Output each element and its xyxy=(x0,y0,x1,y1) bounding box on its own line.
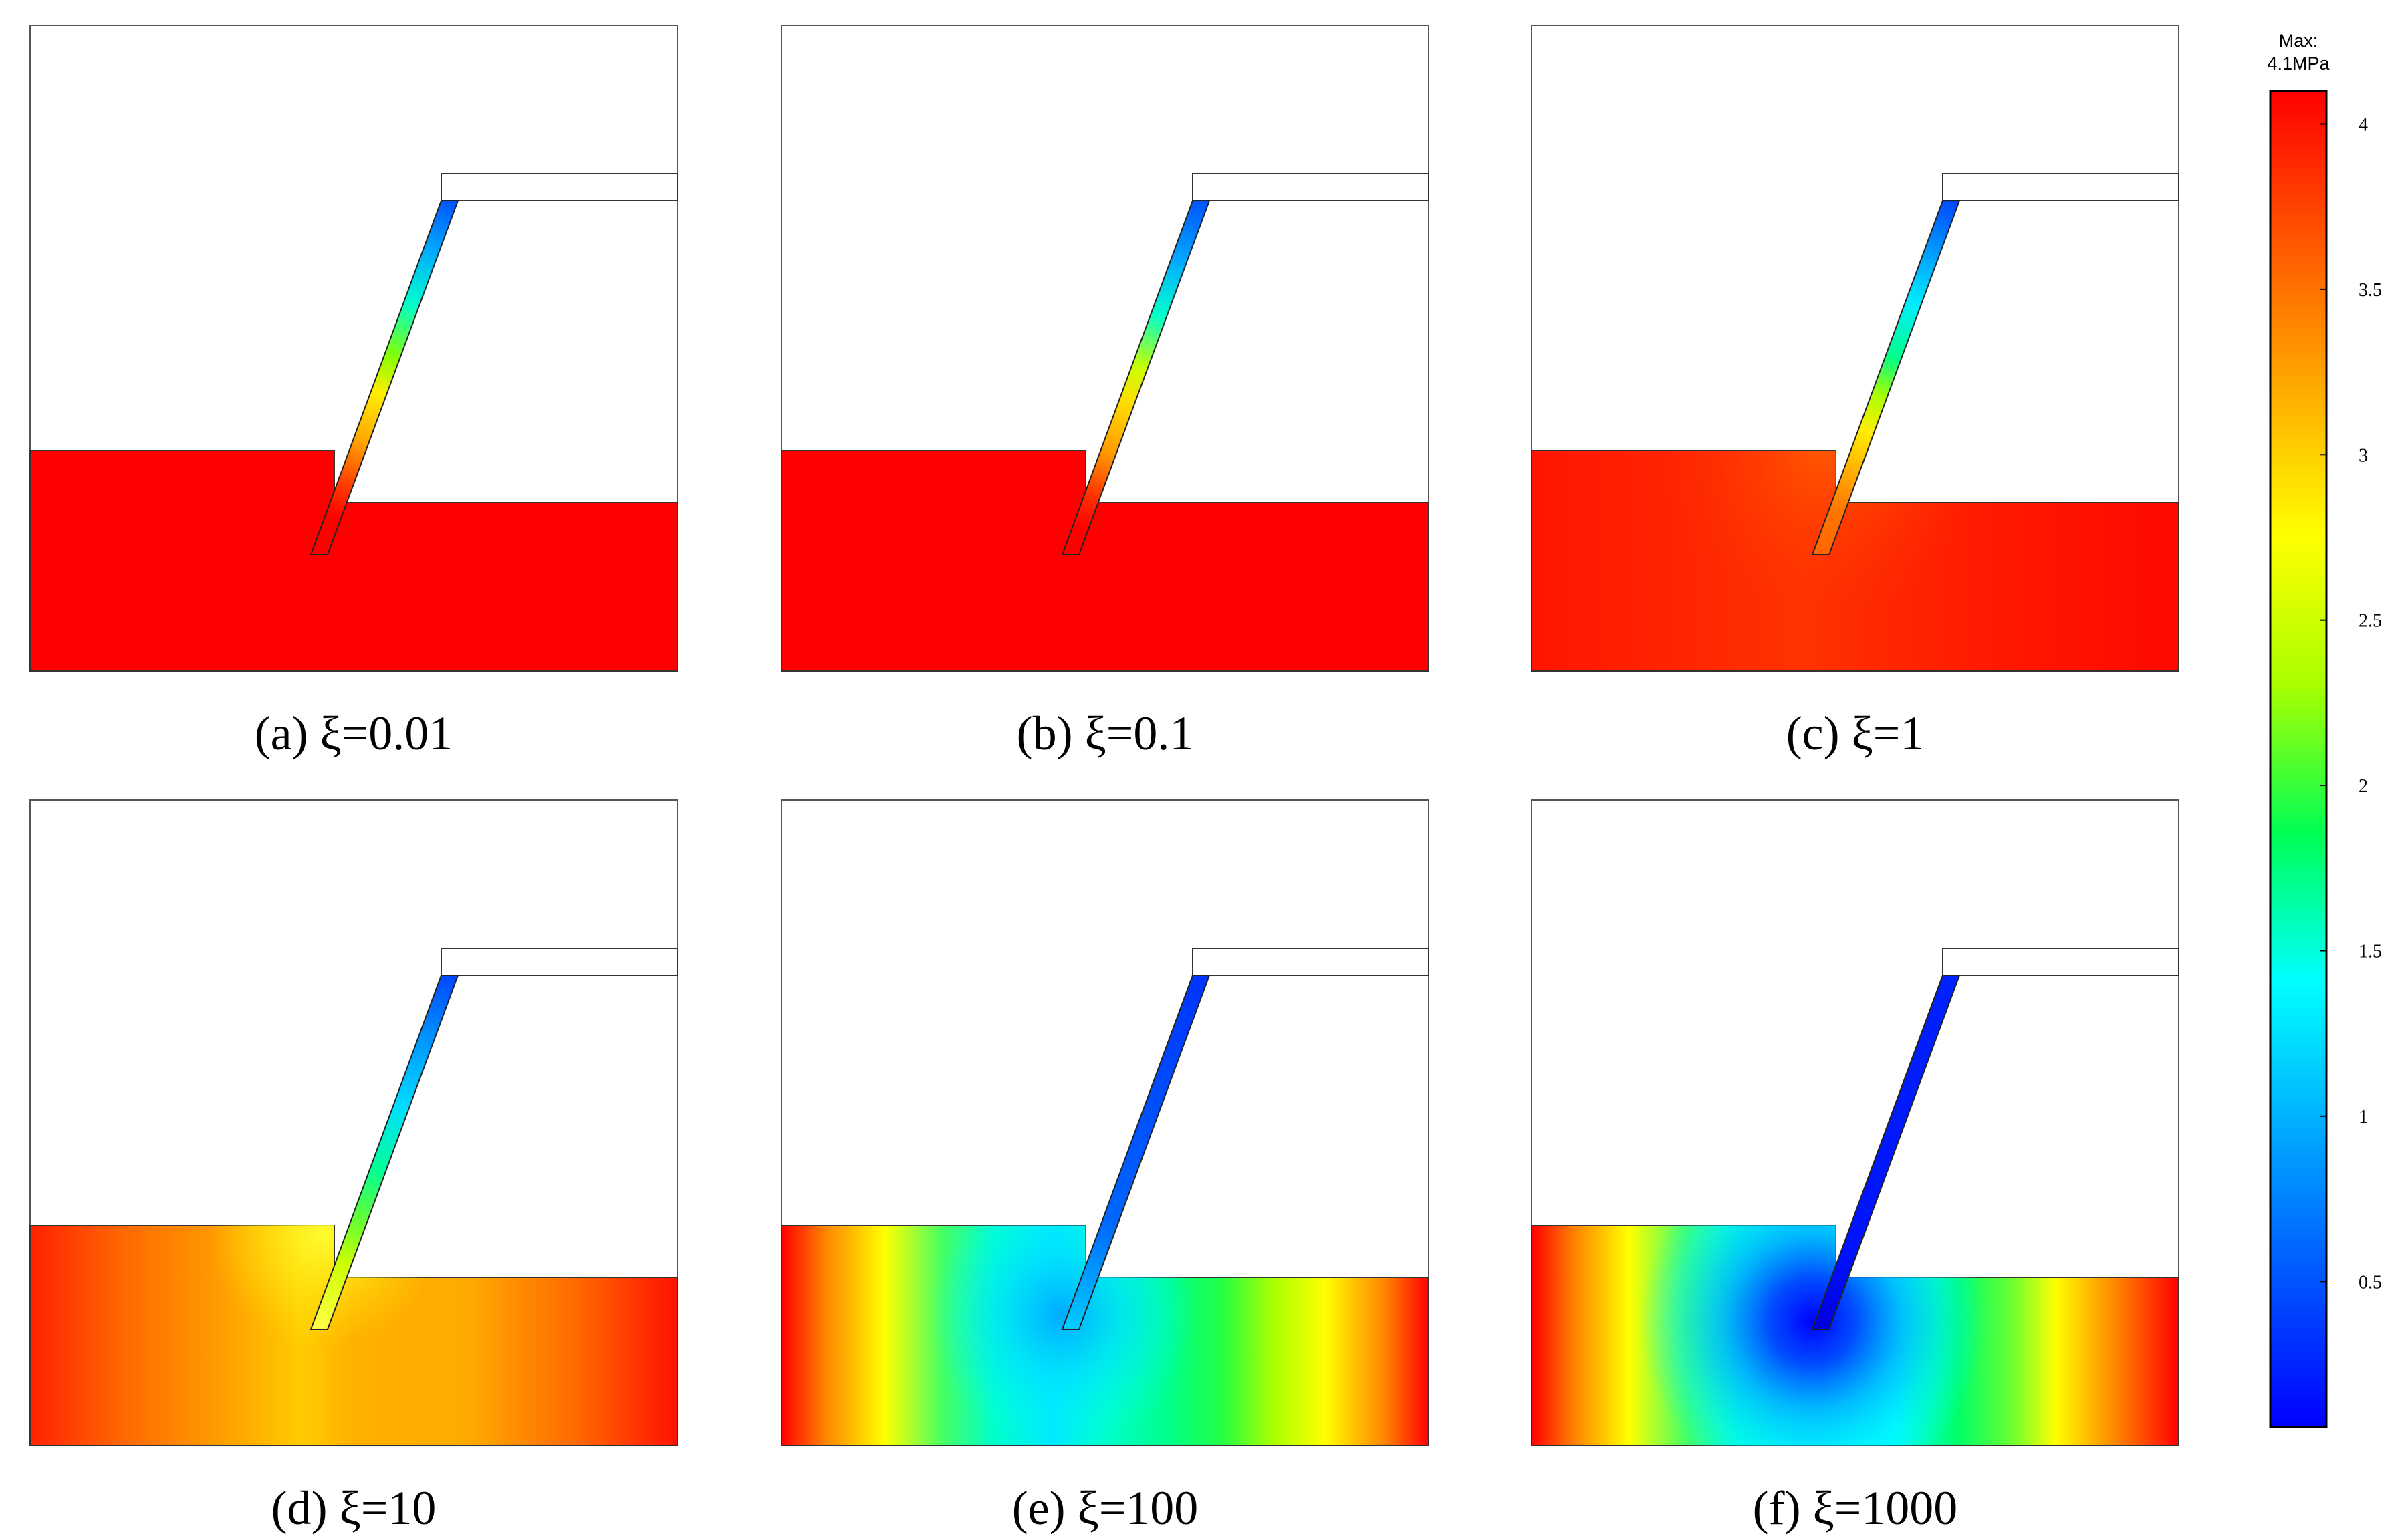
panel-f: (f) ξ=1000 xyxy=(1531,799,2179,1535)
colorbar-gradient xyxy=(2269,90,2328,1428)
inclined-strut xyxy=(310,975,459,1330)
soil-stress-concentration xyxy=(30,1225,677,1446)
soil-region xyxy=(781,450,1429,672)
colorbar-ticks: 4 3.5 3 2.5 2 1.5 1 0.5 xyxy=(2320,114,2382,1293)
colorbar-tick-label: 1.5 xyxy=(2359,941,2382,962)
panels-layer: (a) ξ=0.01 (b) ξ=0.1 (c) ξ=1 (d) ξ=10 (e) ξ=… xyxy=(29,25,2179,1535)
top-slab xyxy=(1192,173,1429,201)
soil-stress-concentration xyxy=(1532,451,2179,671)
soil-stress-concentration xyxy=(782,1225,1429,1446)
colorbar-tick-label: 4 xyxy=(2359,114,2368,135)
panel-caption-a: (a) ξ=0.01 xyxy=(255,707,453,760)
strut-body xyxy=(310,975,459,1330)
colorbar-max-label-2: 4.1MPa xyxy=(2267,53,2330,74)
top-slab xyxy=(1942,173,2179,201)
top-slab xyxy=(1192,948,1429,976)
inclined-strut xyxy=(1811,975,1961,1330)
panel-caption-b: (b) ξ=0.1 xyxy=(1017,707,1194,760)
colorbar: Max: 4.1MPa 4 3.5 3 2.5 2 1.5 1 0.5 xyxy=(2267,31,2382,1428)
colorbar-tick-label: 3.5 xyxy=(2359,280,2382,301)
panel-caption-c: (c) ξ=1 xyxy=(1786,707,1925,760)
panel-d: (d) ξ=10 xyxy=(29,799,678,1535)
inclined-strut xyxy=(1811,200,1961,555)
colorbar-tick-label: 3 xyxy=(2359,445,2368,466)
soil-region xyxy=(29,450,678,672)
panel-e: (e) ξ=100 xyxy=(781,799,1429,1535)
top-slab xyxy=(441,948,678,976)
inclined-strut xyxy=(310,200,459,555)
strut-body xyxy=(1811,200,1961,555)
strut-body xyxy=(1811,975,1961,1330)
inclined-strut xyxy=(1061,975,1211,1330)
panel-b: (b) ξ=0.1 xyxy=(781,25,1429,760)
panel-caption-e: (e) ξ=100 xyxy=(1012,1481,1199,1535)
panel-caption-f: (f) ξ=1000 xyxy=(1753,1481,1958,1535)
strut-body xyxy=(1061,200,1211,555)
panel-a: (a) ξ=0.01 xyxy=(29,25,678,760)
strut-body xyxy=(310,200,459,555)
colorbar-tick-label: 1 xyxy=(2359,1107,2368,1128)
colorbar-tick-label: 2 xyxy=(2359,776,2368,797)
panel-c: (c) ξ=1 xyxy=(1531,25,2179,760)
top-slab xyxy=(1942,948,2179,976)
panel-caption-d: (d) ξ=10 xyxy=(271,1481,437,1535)
soil-stress-concentration xyxy=(1532,1225,2179,1446)
strut-body xyxy=(1061,975,1211,1330)
colorbar-tick-label: 0.5 xyxy=(2359,1272,2382,1293)
top-slab xyxy=(441,173,678,201)
colorbar-max-label-1: Max: xyxy=(2279,31,2318,51)
colorbar-tick-label: 2.5 xyxy=(2359,611,2382,632)
inclined-strut xyxy=(1061,200,1211,555)
